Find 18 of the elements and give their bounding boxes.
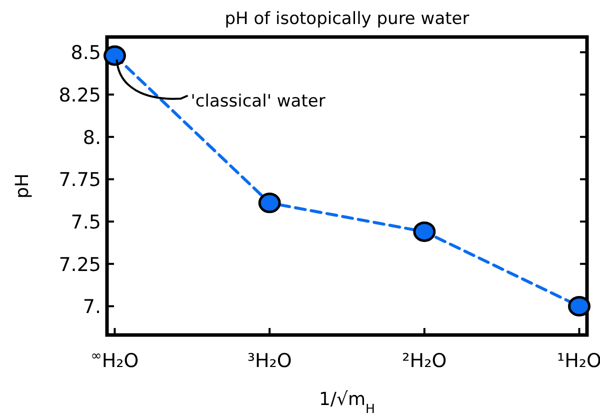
point bbox=[258, 192, 281, 214]
y-tick-label: 7.5 bbox=[70, 212, 101, 234]
chart-title: pH of isotopically pure water bbox=[224, 9, 470, 29]
point bbox=[413, 221, 436, 242]
y-tick-label: 8. bbox=[82, 126, 101, 149]
y-axis-title: pH bbox=[12, 174, 33, 198]
x-tick-label: ³H₂O bbox=[247, 350, 292, 372]
y-tick-label: 7.75 bbox=[58, 169, 101, 192]
point bbox=[568, 296, 591, 316]
annotation: 'classical' water bbox=[190, 92, 326, 112]
x-axis-title: 1/√m$_{H}$ bbox=[318, 389, 376, 416]
x-tick-label: $^{∞}$H₂O bbox=[90, 348, 139, 372]
y-tick-label: 7.25 bbox=[58, 254, 101, 276]
y-tick-label: 7. bbox=[82, 296, 101, 318]
x-tick-label: ²H₂O bbox=[402, 350, 447, 372]
y-tick-label: 8.25 bbox=[58, 84, 101, 107]
y-tick-label: 8.5 bbox=[70, 42, 101, 64]
point bbox=[103, 45, 126, 66]
